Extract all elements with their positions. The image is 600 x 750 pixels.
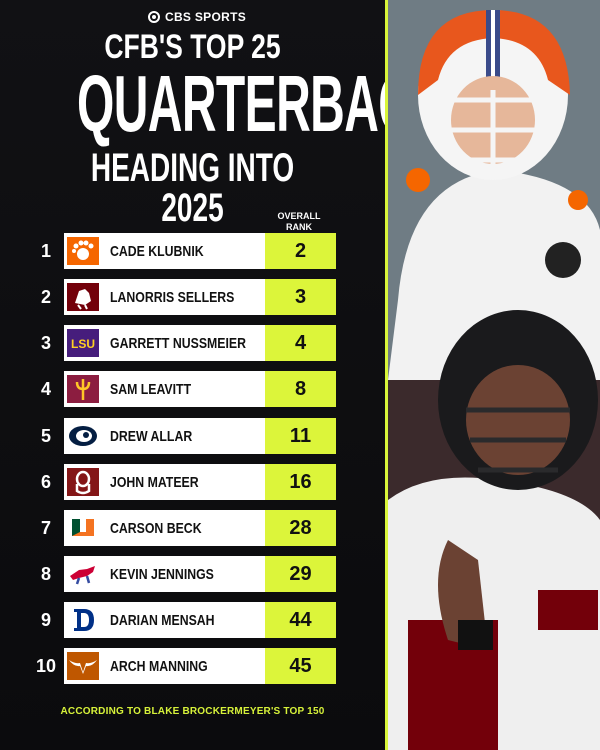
player-bar: CARSON BECK xyxy=(64,510,299,546)
oklahoma-ou-icon xyxy=(66,467,100,497)
list-item: 2 LANORRIS SELLERS 3 xyxy=(34,279,336,315)
position-number: 6 xyxy=(40,471,51,492)
player-photo xyxy=(388,0,600,750)
smu-mustang-icon xyxy=(66,559,100,589)
position-number: 4 xyxy=(40,378,51,399)
list-item: 10 ARCH MANNING 45 xyxy=(34,648,336,684)
player-name: CADE KLUBNIK xyxy=(110,242,204,260)
overall-rank-value: 16 xyxy=(265,464,336,500)
overall-rank-value: 28 xyxy=(265,510,336,546)
south-carolina-gamecock-icon xyxy=(66,282,100,312)
list-item: 8 KEVIN JENNINGS 29 xyxy=(34,556,336,592)
player-bar: DREW ALLAR xyxy=(64,418,299,454)
position-number: 7 xyxy=(40,517,51,538)
title-line-2: QUARTERBACKS xyxy=(76,59,478,148)
title-line-1: CFB'S TOP 25 xyxy=(104,28,281,66)
accent-divider xyxy=(385,0,388,750)
arizona-state-pitchfork-icon xyxy=(66,374,100,404)
player-bar: JOHN MATEER xyxy=(64,464,299,500)
position-number: 9 xyxy=(40,609,51,630)
player-name: DARIAN MENSAH xyxy=(110,611,215,629)
brand-name: CBS SPORTS xyxy=(165,10,247,24)
player-name: LANORRIS SELLERS xyxy=(110,288,235,306)
overall-rank-header-line1: OVERALL xyxy=(277,211,321,221)
list-item: 1 CADE KLUBNIK 2 xyxy=(34,233,336,269)
position-number: 8 xyxy=(40,563,51,584)
overall-rank-value: 44 xyxy=(265,602,336,638)
player-bar: KEVIN JENNINGS xyxy=(64,556,299,592)
player-bar: ARCH MANNING xyxy=(64,648,299,684)
brand-logo: CBS SPORTS xyxy=(148,8,288,26)
player-name: DREW ALLAR xyxy=(110,427,193,445)
overall-rank-value: 3 xyxy=(265,279,336,315)
position-number: 10 xyxy=(35,655,57,676)
svg-text:LSU: LSU xyxy=(71,337,95,351)
overall-rank-value: 29 xyxy=(265,556,336,592)
player-bar: DARIAN MENSAH xyxy=(64,602,299,638)
title-line-3: HEADING INTO 2025 xyxy=(90,146,295,230)
overall-rank-value: 45 xyxy=(265,648,336,684)
list-item: 6 JOHN MATEER 16 xyxy=(34,464,336,500)
texas-longhorn-icon xyxy=(66,651,100,681)
source-footnote: ACCORDING TO BLAKE BROCKERMEYER'S TOP 15… xyxy=(60,706,325,717)
overall-rank-value: 11 xyxy=(265,418,336,454)
player-name: SAM LEAVITT xyxy=(110,380,192,398)
list-item: 7 CARSON BECK 28 xyxy=(34,510,336,546)
list-item: 9 DARIAN MENSAH 44 xyxy=(34,602,336,638)
player-bar: LANORRIS SELLERS xyxy=(64,279,299,315)
penn-state-lion-icon xyxy=(66,421,100,451)
player-name: CARSON BECK xyxy=(110,519,202,537)
player-bar: CADE KLUBNIK xyxy=(64,233,299,269)
list-item: 4 SAM LEAVITT 8 xyxy=(34,371,336,407)
miami-u-icon xyxy=(66,513,100,543)
player-name: KEVIN JENNINGS xyxy=(110,565,214,583)
position-number: 1 xyxy=(40,240,51,261)
position-number: 2 xyxy=(40,286,51,307)
overall-rank-value: 8 xyxy=(265,371,336,407)
cbs-eye-icon xyxy=(148,11,160,23)
position-number: 3 xyxy=(40,332,51,353)
player-bar: LSU GARRETT NUSSMEIER xyxy=(64,325,299,361)
overall-rank-header: OVERALL RANK xyxy=(262,211,336,233)
overall-rank-header-line2: RANK xyxy=(286,222,312,232)
player-photo-illustration xyxy=(388,0,600,750)
overall-rank-value: 4 xyxy=(265,325,336,361)
list-item: 3 LSU GARRETT NUSSMEIER 4 xyxy=(34,325,336,361)
clemson-paw-icon xyxy=(66,236,100,266)
duke-d-icon xyxy=(66,605,100,635)
rankings-panel: CBS SPORTS CFB'S TOP 25 QUARTERBACKS HEA… xyxy=(0,0,478,750)
player-name: JOHN MATEER xyxy=(110,473,199,491)
lsu-wordmark-icon: LSU xyxy=(66,328,100,358)
overall-rank-value: 2 xyxy=(265,233,336,269)
player-bar: SAM LEAVITT xyxy=(64,371,299,407)
player-name: ARCH MANNING xyxy=(110,657,208,675)
list-item: 5 DREW ALLAR 11 xyxy=(34,418,336,454)
position-number: 5 xyxy=(40,425,51,446)
player-name: GARRETT NUSSMEIER xyxy=(110,334,246,352)
